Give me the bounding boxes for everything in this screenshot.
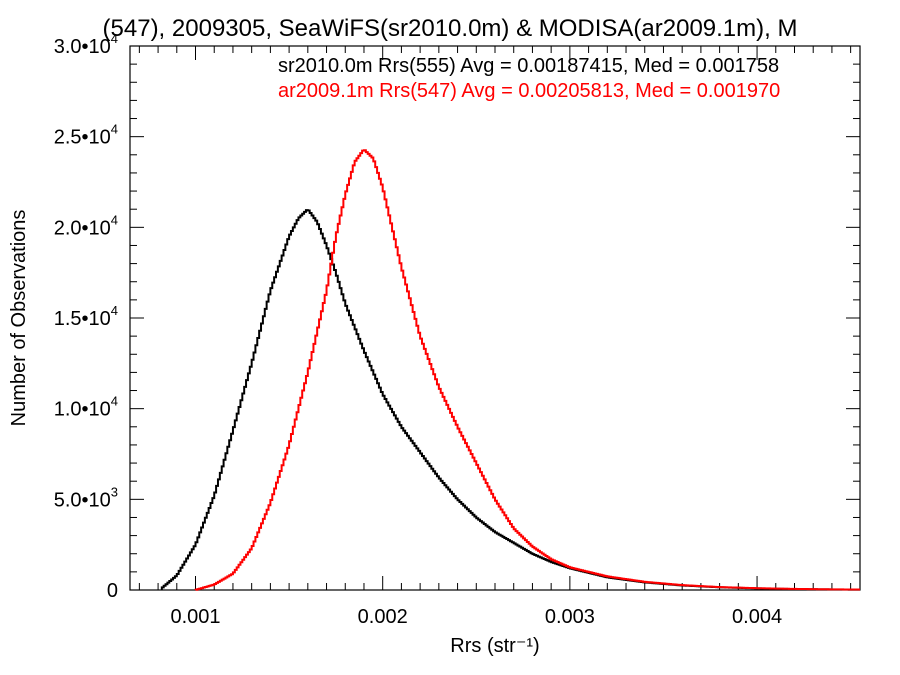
plot-area (129, 45, 861, 591)
y-tick-label: 1.5•104 (54, 303, 118, 330)
y-tick-mantissa: 2.5•10 (54, 127, 111, 149)
y-tick-label: 2.0•104 (54, 212, 118, 239)
x-tick-label: 0.003 (545, 606, 595, 628)
series-line-1 (194, 149, 860, 591)
y-tick-mantissa: 3.0•10 (54, 36, 111, 58)
y-tick-exponent: 4 (111, 303, 118, 318)
y-tick-label: 1.0•104 (54, 394, 118, 421)
y-tick-mantissa: 1.0•10 (54, 399, 111, 421)
x-tick-label: 0.004 (732, 606, 782, 628)
y-tick-label: 2.5•104 (54, 122, 118, 149)
y-tick-exponent: 4 (111, 122, 118, 137)
legend: sr2010.0m Rrs(555) Avg = 0.00187415, Med… (278, 55, 780, 102)
y-tick-mantissa: 2.0•10 (54, 217, 111, 239)
y-tick-label: 5.0•103 (54, 484, 118, 511)
y-tick-exponent: 4 (111, 31, 118, 46)
chart-title: (547), 2009305, SeaWiFS(sr2010.0m) & MOD… (103, 15, 798, 42)
x-tick-label: 0.002 (358, 606, 408, 628)
y-tick-exponent: 4 (111, 212, 118, 227)
y-tick-exponent: 4 (111, 394, 118, 409)
series-line-0 (160, 209, 860, 591)
y-tick-mantissa: 1.5•10 (54, 308, 111, 330)
y-tick-exponent: 3 (111, 484, 118, 499)
x-axis-label: Rrs (str⁻¹) (450, 635, 539, 657)
legend-entry-0: sr2010.0m Rrs(555) Avg = 0.00187415, Med… (278, 55, 779, 77)
y-tick-label: 3.0•104 (54, 31, 118, 58)
y-tick-mantissa: 5.0•10 (54, 489, 111, 511)
legend-entry-1: ar2009.1m Rrs(547) Avg = 0.00205813, Med… (278, 80, 780, 102)
series-layer (160, 149, 860, 591)
x-axis: 0.001 0.002 0.003 0.004 (138, 46, 852, 628)
plot-frame (129, 45, 861, 591)
y-axis: 05.0•1031.0•1041.5•1042.0•1042.5•1043.0•… (54, 31, 860, 602)
y-tick-mantissa: 0 (107, 580, 118, 602)
y-axis-label: Number of Observations (8, 210, 30, 427)
x-tick-label: 0.001 (170, 606, 220, 628)
y-tick-label: 0 (107, 580, 118, 602)
